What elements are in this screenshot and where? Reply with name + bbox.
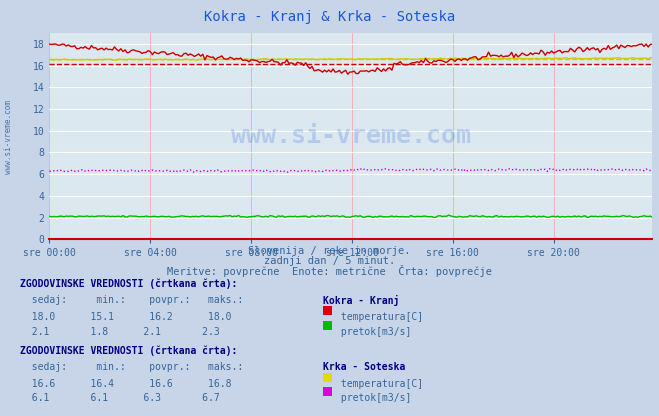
Text: ZGODOVINSKE VREDNOSTI (črtkana črta):: ZGODOVINSKE VREDNOSTI (črtkana črta): [20,279,237,289]
Text: pretok[m3/s]: pretok[m3/s] [335,393,411,403]
Text: Slovenija / reke in morje.: Slovenija / reke in morje. [248,246,411,256]
Text: 6.1       6.1      6.3       6.7: 6.1 6.1 6.3 6.7 [20,393,219,403]
Text: temperatura[C]: temperatura[C] [335,312,423,322]
Text: 16.6      16.4      16.6      16.8: 16.6 16.4 16.6 16.8 [20,379,231,389]
Text: www.si-vreme.com: www.si-vreme.com [231,124,471,148]
Text: sedaj:     min.:    povpr.:   maks.:: sedaj: min.: povpr.: maks.: [20,362,243,372]
Text: Meritve: povprečne  Enote: metrične  Črta: povprečje: Meritve: povprečne Enote: metrične Črta:… [167,265,492,277]
Text: temperatura[C]: temperatura[C] [335,379,423,389]
Text: 18.0      15.1      16.2      18.0: 18.0 15.1 16.2 18.0 [20,312,231,322]
Text: pretok[m3/s]: pretok[m3/s] [335,327,411,337]
Text: ZGODOVINSKE VREDNOSTI (črtkana črta):: ZGODOVINSKE VREDNOSTI (črtkana črta): [20,345,237,356]
Text: Kokra - Kranj: Kokra - Kranj [323,295,399,307]
Text: zadnji dan / 5 minut.: zadnji dan / 5 minut. [264,256,395,266]
Text: 2.1       1.8      2.1       2.3: 2.1 1.8 2.1 2.3 [20,327,219,337]
Text: sedaj:     min.:    povpr.:   maks.:: sedaj: min.: povpr.: maks.: [20,295,243,305]
Text: Kokra - Kranj & Krka - Soteska: Kokra - Kranj & Krka - Soteska [204,10,455,25]
Text: Krka - Soteska: Krka - Soteska [323,362,405,372]
Text: www.si-vreme.com: www.si-vreme.com [4,100,13,174]
